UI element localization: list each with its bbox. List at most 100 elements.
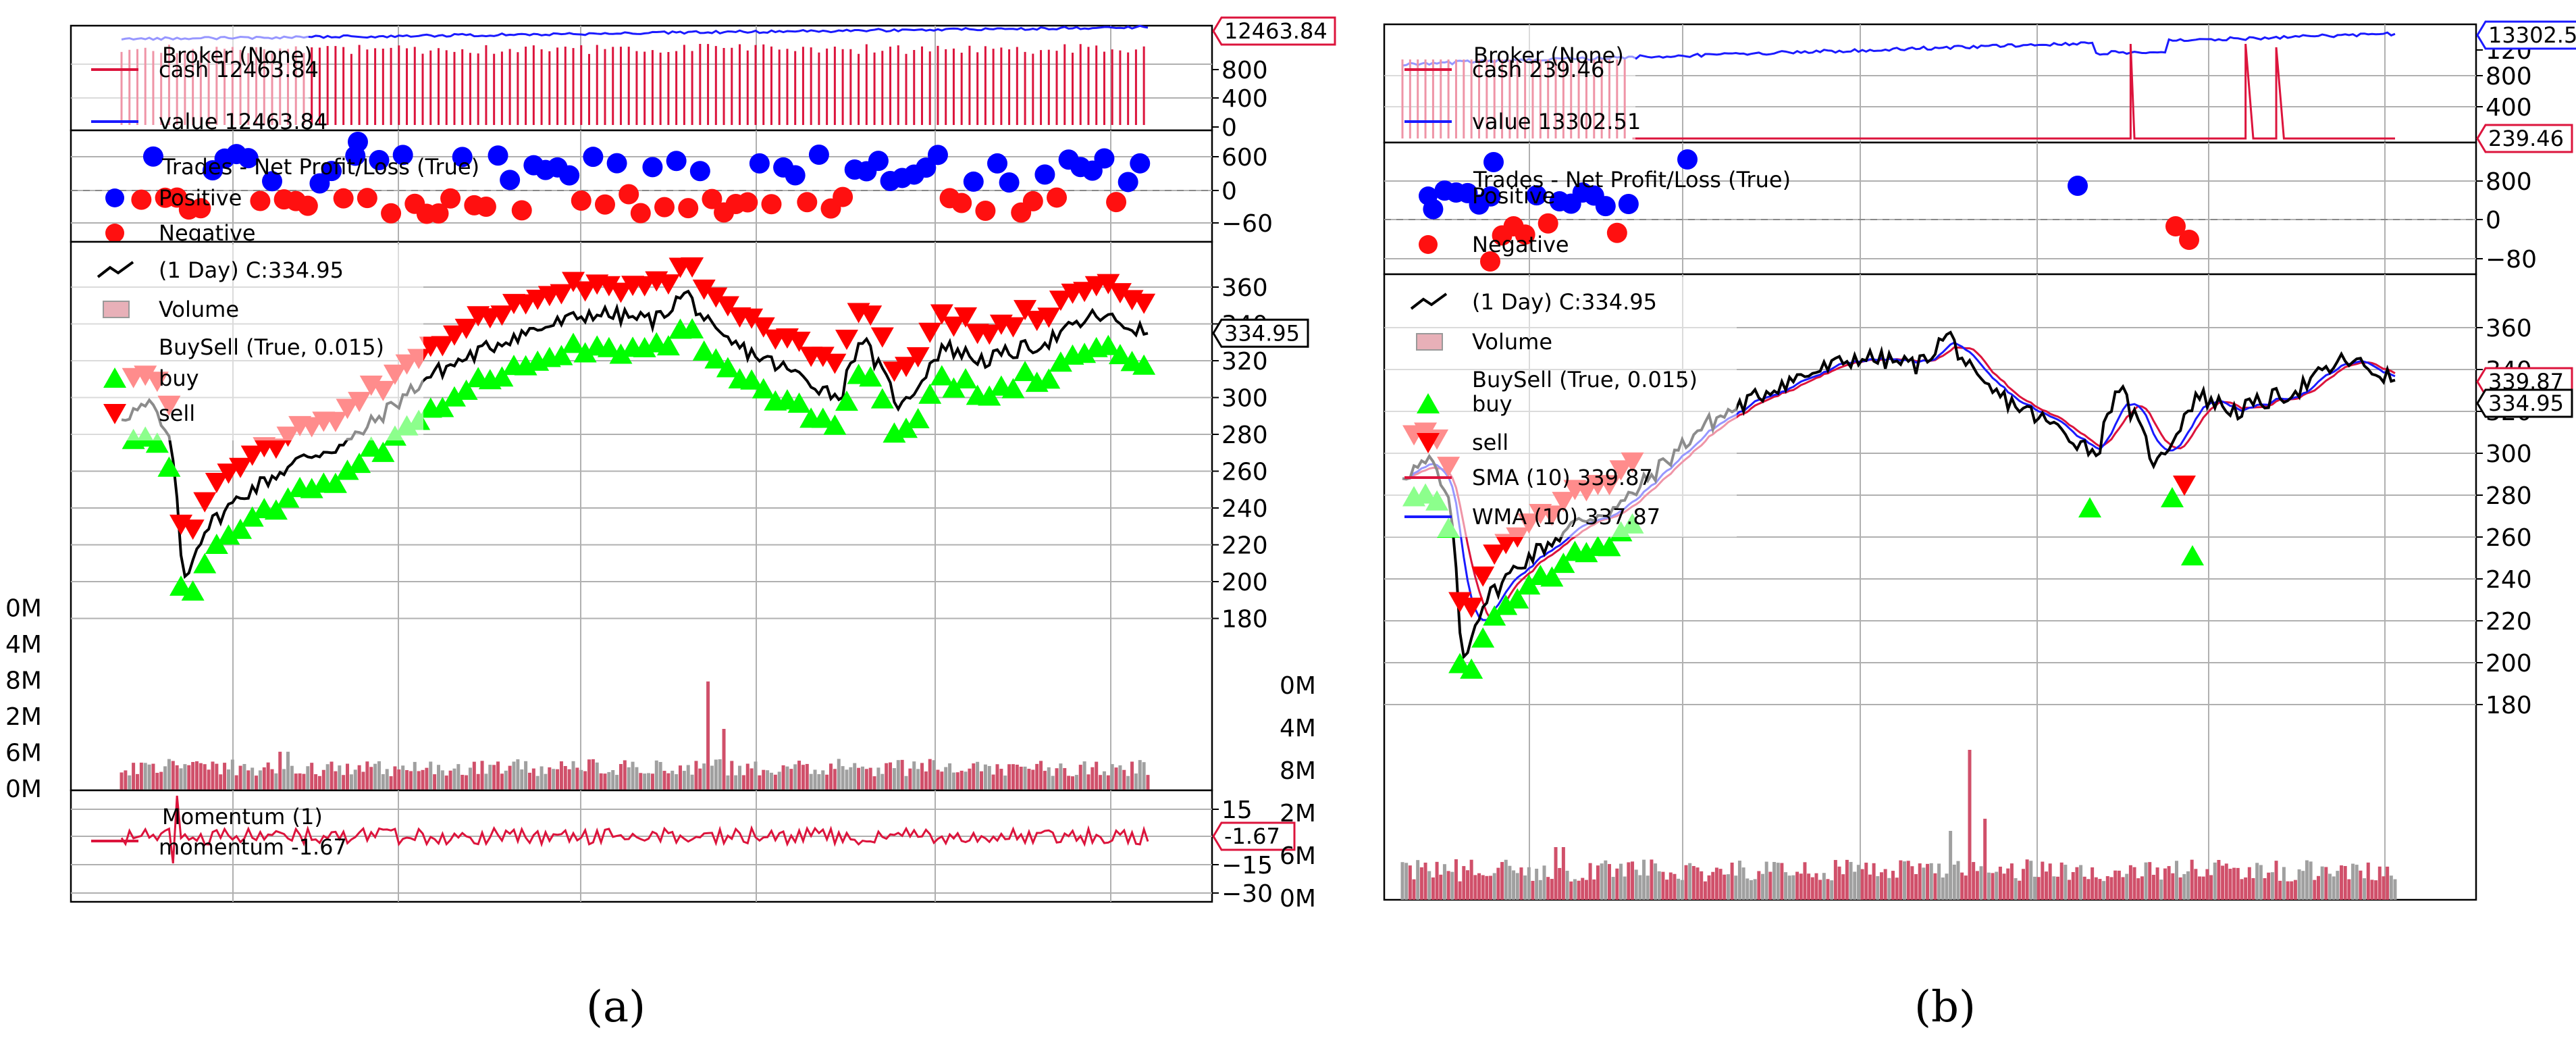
a-volume-bar (183, 764, 187, 790)
b-volume-bar (1596, 865, 1600, 900)
b-volume-bar (1937, 863, 1941, 900)
a-volume-bar (682, 771, 686, 790)
a-volume-bar (690, 774, 694, 790)
a-trade-positive-marker (559, 165, 580, 186)
b-volume-bar (1489, 875, 1493, 900)
a-trade-negative-marker (594, 194, 615, 215)
b-volume-bar (1830, 880, 1834, 900)
b-trades-legend-positive-swatch (1419, 186, 1438, 205)
a-volume-bar (456, 764, 461, 790)
a-volume-bar (472, 761, 476, 790)
a-trade-negative-marker (381, 203, 402, 224)
a-volume-bar (587, 759, 592, 790)
b-buy-marker (1506, 588, 1529, 609)
a-volume-bar (405, 770, 409, 790)
a-volume-bar (773, 774, 777, 790)
a-volume-bar (262, 767, 266, 790)
a-volume-bar (595, 762, 599, 790)
a-volume-bar (951, 772, 955, 790)
a-volume-bar (1059, 763, 1063, 790)
a-broker-title: Broker (None) (162, 43, 313, 68)
b-volume-bar (2190, 859, 2194, 900)
b-volume-bar (2389, 875, 2393, 900)
a-price-tick-label: 240 (1221, 495, 1268, 523)
b-volume-bar (1791, 875, 1795, 900)
b-volume-bar (1588, 863, 1592, 900)
b-volume-bar (1979, 866, 1983, 900)
a-buy-marker (823, 414, 847, 435)
a-trade-positive-marker (689, 161, 710, 182)
b-volume-bar (2140, 876, 2144, 900)
a-volume-bar (579, 769, 583, 790)
a-volume-bar (837, 759, 841, 790)
b-price-legend-close-swatch (1410, 292, 1448, 310)
a-volume-bar (219, 774, 223, 790)
b-volume-bar (1891, 871, 1895, 900)
b-volume-bar (2182, 873, 2186, 900)
b-volume-bar (1691, 866, 1696, 900)
a-trade-negative-marker (1047, 187, 1068, 208)
b-volume-bar (1761, 873, 1765, 900)
b-volume-bar (2370, 880, 2374, 900)
b-volume-bar (1427, 871, 1431, 900)
a-buy-marker (359, 436, 383, 457)
a-volume-tick-label: 8M (5, 667, 42, 695)
a-trade-positive-marker (1118, 172, 1138, 193)
a-volume-bar (1070, 776, 1074, 790)
a-volume-bar (916, 769, 920, 790)
b-buy-marker (1517, 574, 1541, 595)
b-volume-bar (1485, 875, 1489, 900)
a-volume-bar (1035, 763, 1039, 790)
a-volume-bar (983, 764, 987, 790)
b-volume-bar (1419, 867, 1423, 900)
a-trade-positive-marker (999, 172, 1020, 193)
a-sell-marker (835, 330, 858, 351)
b-broker-tick-label: 400 (2486, 94, 2532, 122)
a-trade-negative-marker (511, 200, 532, 221)
a-volume-bar (647, 773, 651, 790)
b-volume-bar (1508, 865, 1512, 900)
a-buy-marker (1073, 342, 1097, 363)
a-volume-bar (912, 761, 916, 790)
b-volume-bar (2086, 879, 2091, 900)
a-volume-bar (635, 767, 639, 790)
a-volume-bar (349, 774, 353, 790)
b-volume-bar (2059, 862, 2064, 900)
a-trade-negative-marker (797, 192, 818, 213)
a-volume-bar (706, 681, 710, 790)
a-volume-bar (741, 775, 745, 790)
b-trades-tick-label: 0 (2486, 207, 2501, 234)
a-volume-bar (397, 769, 401, 790)
a-sell-marker (550, 284, 573, 305)
a-volume-tick-label: 4M (5, 631, 42, 659)
a-buy-marker (229, 518, 253, 539)
a-price-tick-label: 300 (1221, 385, 1268, 413)
a-volume-bar (135, 773, 139, 790)
a-volume-bar (567, 769, 571, 790)
a-trade-negative-marker (761, 194, 782, 215)
a-volume-bar (159, 771, 163, 790)
b-volume-bar (1677, 878, 1681, 900)
b-volume-bar (1972, 862, 1976, 900)
b-volume-bar (2032, 876, 2036, 900)
b-volume-bar (1876, 876, 1880, 900)
b-volume-bar (2377, 866, 2382, 900)
a-volume-bar (860, 766, 864, 790)
a-volume-bar (754, 761, 758, 790)
b-trade-negative-marker (2179, 230, 2199, 250)
a-volume-bar (167, 759, 171, 790)
a-sell-marker (490, 305, 514, 326)
b-volume-bar (1864, 863, 1868, 900)
b-volume-bar (1795, 871, 1799, 900)
b-volume-bar (1764, 861, 1768, 900)
a-volume-bar (583, 771, 587, 790)
a-buy-marker (870, 388, 894, 409)
a-volume-bar (710, 765, 714, 790)
a-volume-bar (817, 773, 821, 790)
b-volume-bar (1477, 873, 1481, 900)
a-volume-bar (124, 770, 128, 790)
b-volume-bar (1711, 871, 1715, 900)
a-trades-legend-positive-swatch (105, 188, 124, 207)
b-buy-marker (1598, 536, 1621, 557)
